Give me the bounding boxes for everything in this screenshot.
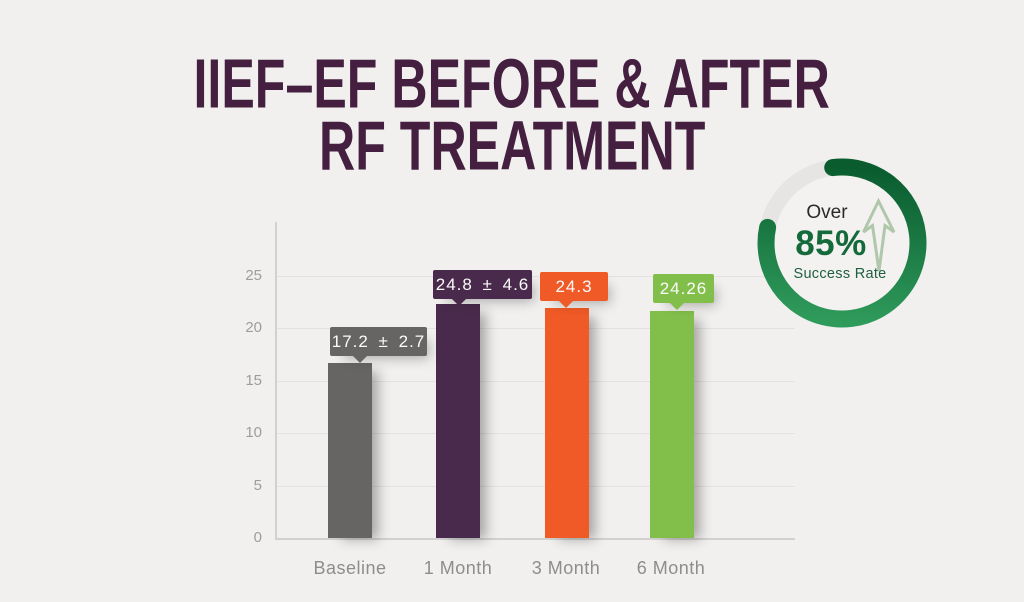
y-tick-label-10: 10 [245, 424, 262, 441]
y-axis-line [275, 222, 277, 539]
value-label-1-month: 24.8 ± 4.6 [435, 275, 530, 294]
gridline [276, 381, 795, 382]
bar-baseline [328, 363, 372, 538]
badge-over-label: Over [806, 202, 848, 223]
value-callout-1-month: 24.8 ± 4.6 [433, 270, 532, 306]
x-label-baseline: Baseline [313, 558, 387, 578]
callout-pointer [352, 355, 368, 363]
value-callout-6-month: 24.26 [653, 274, 714, 310]
page-title-line1: IIEF–EF BEFORE & AFTER [193, 43, 831, 123]
x-label-3-month: 3 Month [531, 558, 601, 578]
ring-progress-arc [757, 158, 927, 328]
callout-pointer [669, 302, 685, 310]
gridline [276, 486, 795, 487]
bar-3-month [545, 308, 589, 538]
y-tick-label-15: 15 [245, 372, 262, 389]
page-title: IIEF–EF BEFORE & AFTER RF TREATMENT [0, 43, 1024, 185]
x-label-1-month: 1 Month [423, 558, 493, 578]
progress-ring [757, 158, 927, 328]
value-callout-3-month: 24.3 [540, 272, 608, 308]
y-tick-label-20: 20 [245, 319, 262, 336]
value-label-6-month: 24.26 [659, 279, 708, 298]
value-label-baseline: 17.2 ± 2.7 [331, 332, 426, 351]
x-axis-line [275, 538, 795, 540]
value-callout-baseline: 17.2 ± 2.7 [330, 327, 427, 363]
badge-caption: Success Rate [793, 266, 887, 282]
bar-1-month [436, 304, 480, 538]
gridline [276, 328, 795, 329]
y-tick-label-5: 5 [253, 477, 262, 494]
callout-pointer [451, 298, 467, 306]
bar-6-month [650, 311, 694, 538]
page-title-line2: RF TREATMENT [318, 105, 706, 185]
gridline [276, 433, 795, 434]
growth-arrow-icon [862, 197, 896, 272]
y-tick-label-25: 25 [245, 267, 262, 284]
callout-pointer [558, 300, 574, 308]
y-tick-label-0: 0 [253, 529, 262, 546]
badge-percent-value: 85% [795, 224, 867, 263]
x-label-6-month: 6 Month [636, 558, 706, 578]
value-label-3-month: 24.3 [555, 277, 593, 296]
gridline [276, 276, 795, 277]
success-rate-badge: Over 85% Success Rate [747, 148, 937, 338]
